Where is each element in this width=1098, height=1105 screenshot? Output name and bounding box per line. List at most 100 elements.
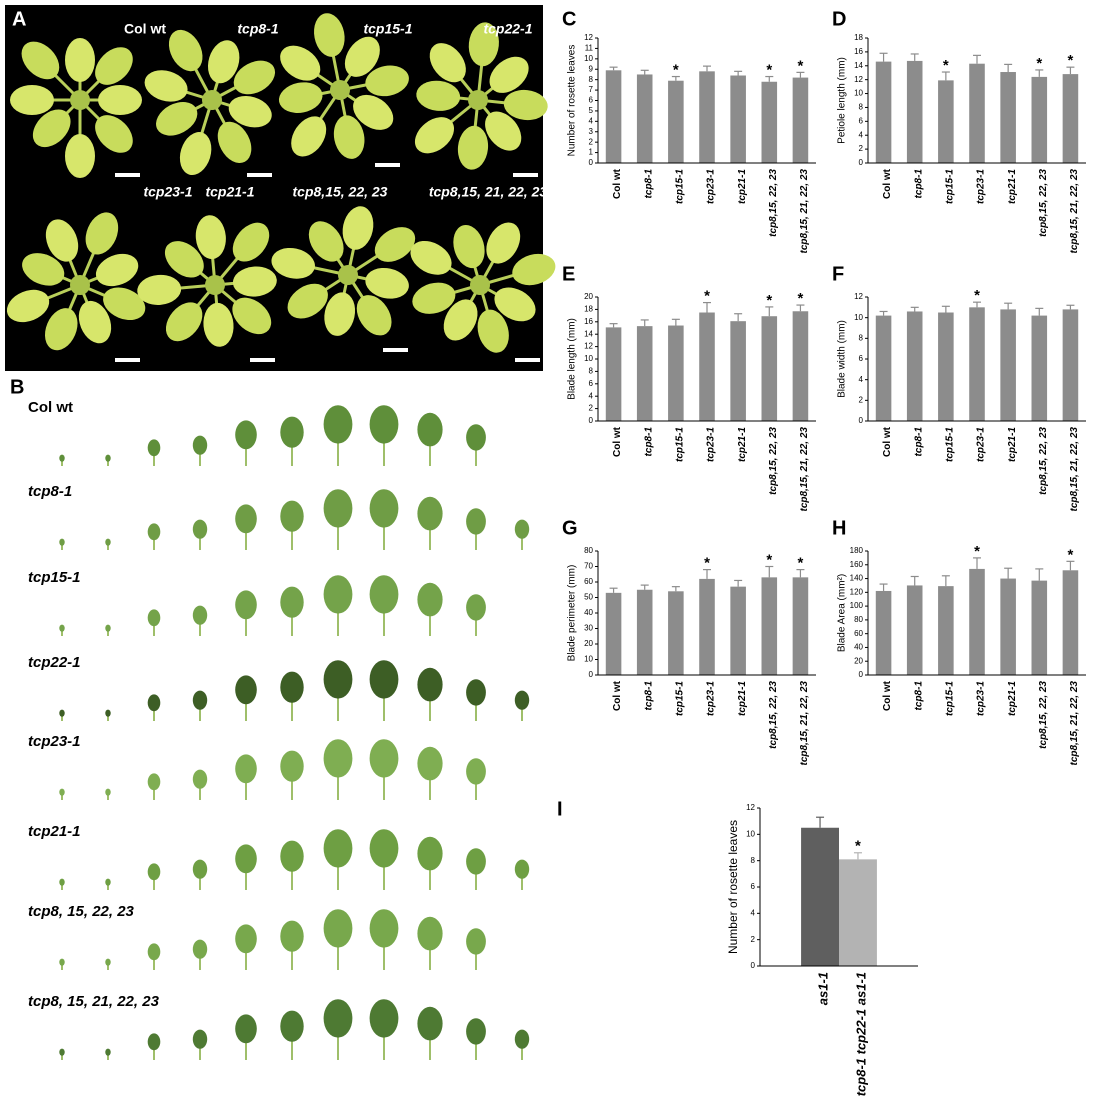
leaf-blade	[235, 420, 257, 450]
genotype-label: tcp23-1	[28, 733, 81, 750]
y-tick-label: 2	[859, 395, 864, 404]
y-tick-label: 8	[859, 103, 864, 112]
y-tick-label: 4	[859, 375, 864, 384]
significance-marker: *	[766, 292, 772, 309]
significance-marker: *	[704, 288, 710, 305]
x-tick-label: tcp8,15, 22, 23	[768, 427, 779, 495]
leaf-blade	[147, 439, 161, 457]
leaf-blade	[466, 848, 486, 875]
bar	[668, 325, 684, 421]
rosette-photo	[144, 29, 276, 176]
bar	[730, 586, 746, 675]
y-tick-label: 40	[854, 643, 863, 652]
leaf	[137, 274, 182, 305]
y-tick-label: 8	[859, 333, 864, 342]
y-tick-label: 0	[751, 961, 756, 970]
leaf-blade	[235, 590, 257, 620]
panel-letter: A	[12, 8, 26, 30]
bar	[969, 307, 985, 421]
x-tick-label: tcp8,15, 22, 23	[1038, 169, 1049, 237]
y-tick-label: 6	[589, 379, 594, 388]
leaf	[228, 95, 272, 128]
rosette-center	[70, 90, 90, 110]
leaf-blade	[192, 939, 208, 959]
bar	[906, 585, 923, 675]
leaf-blade	[105, 958, 111, 966]
leaf-blade	[105, 709, 111, 717]
x-tick-label: tcp8,15, 21, 22, 23	[1069, 681, 1080, 766]
bar	[1000, 72, 1016, 163]
leaf-blade	[192, 1029, 208, 1049]
leaf-blade	[280, 416, 304, 448]
y-tick-label: 40	[584, 608, 593, 617]
x-tick-label: tcp8,15, 22, 23	[1038, 427, 1049, 495]
leaf	[44, 308, 78, 351]
x-tick-label: tcp8-1	[913, 681, 924, 711]
significance-marker: *	[798, 57, 804, 74]
leaf	[333, 115, 365, 159]
x-tick-label: tcp15-1	[674, 169, 685, 204]
leaf-blade	[147, 863, 161, 881]
leaf-blade	[59, 958, 65, 966]
bar	[668, 591, 684, 675]
y-tick-label: 0	[589, 670, 594, 679]
leaf	[6, 289, 50, 323]
y-axis-label: Blade Area (mm²)	[837, 574, 848, 652]
leaf	[165, 302, 203, 342]
bar	[938, 586, 954, 675]
leaf-blade	[280, 586, 304, 618]
leaf-blade	[514, 859, 530, 879]
y-tick-label: 0	[859, 416, 864, 425]
y-tick-label: 0	[589, 158, 594, 167]
y-tick-label: 8	[589, 367, 594, 376]
x-tick-label: Col wt	[612, 426, 623, 457]
significance-marker: *	[974, 543, 980, 560]
leaf-blade	[466, 928, 486, 955]
y-tick-label: 4	[859, 130, 864, 139]
y-tick-label: 8	[751, 856, 756, 865]
leaf-blade	[105, 1048, 111, 1056]
x-tick-label: tcp8,15, 21, 22, 23	[799, 681, 810, 766]
leaf	[494, 287, 536, 322]
rosette-photo	[271, 206, 416, 336]
y-tick-label: 160	[850, 560, 864, 569]
leaf-blade	[417, 916, 443, 951]
leaf-blade	[235, 504, 257, 534]
leaf	[344, 36, 380, 77]
y-tick-label: 18	[854, 33, 863, 42]
genotype-label: tcp8-1	[28, 483, 72, 500]
bar	[1062, 570, 1079, 675]
leaf-blade	[192, 769, 208, 789]
leaf	[233, 60, 276, 95]
x-tick-label: tcp8,15, 22, 23	[768, 169, 779, 237]
significance-marker: *	[974, 287, 980, 304]
x-tick-label: tcp21-1	[737, 681, 748, 716]
leaf-blade	[105, 454, 111, 462]
x-tick-label: tcp21-1	[737, 169, 748, 204]
genotype-label: Col wt	[124, 21, 166, 37]
x-tick-label: tcp23-1	[976, 681, 987, 716]
bar	[699, 71, 715, 163]
y-tick-label: 7	[589, 85, 594, 94]
leaf	[429, 43, 466, 83]
leaf	[144, 70, 188, 102]
genotype-label: tcp15-1	[28, 569, 81, 586]
leaf	[65, 134, 95, 178]
x-tick-label: tcp8,15, 22, 23	[1038, 681, 1049, 749]
bar	[761, 81, 778, 163]
rosette-center	[202, 90, 222, 110]
x-tick-label: Col wt	[612, 680, 623, 711]
significance-marker: *	[1068, 546, 1074, 563]
bar	[1000, 309, 1016, 421]
leaf-blade	[235, 675, 257, 705]
leaf-blade	[369, 489, 399, 528]
leaf-blade	[369, 405, 399, 444]
y-tick-label: 30	[584, 624, 593, 633]
leaf-blade	[466, 508, 486, 535]
y-tick-label: 3	[589, 127, 594, 136]
leaf	[414, 117, 455, 154]
y-tick-label: 0	[859, 670, 864, 679]
y-tick-label: 10	[584, 354, 593, 363]
y-tick-label: 2	[589, 404, 594, 413]
leaf	[457, 125, 489, 170]
